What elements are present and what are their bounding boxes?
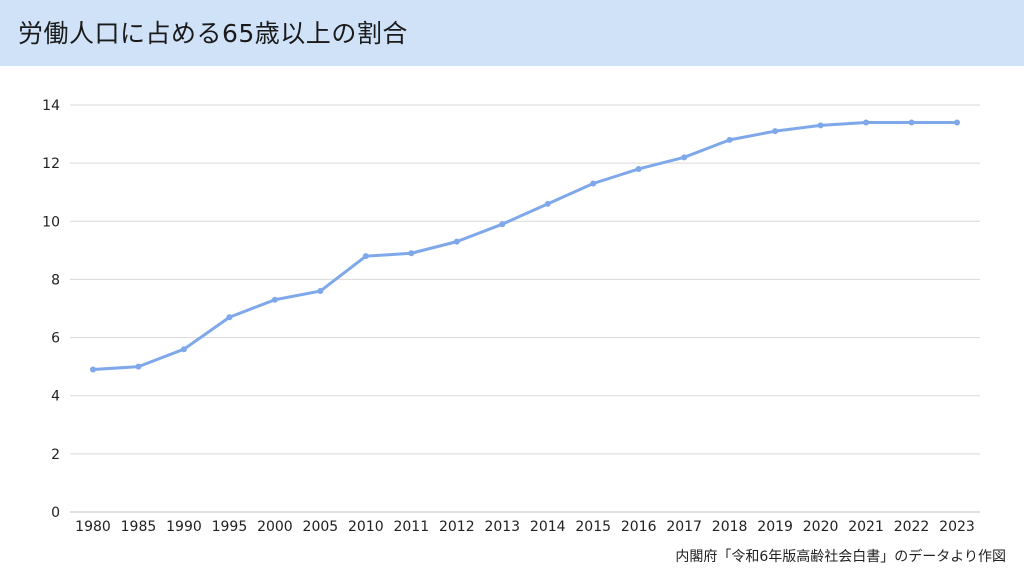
data-point-2021 bbox=[863, 119, 870, 126]
page-title: 労働人口に占める65歳以上の割合 bbox=[18, 19, 408, 48]
data-point-2017 bbox=[681, 154, 688, 161]
x-tick-label: 2017 bbox=[666, 519, 702, 535]
y-tick-label: 8 bbox=[51, 272, 60, 288]
y-tick-label: 12 bbox=[42, 156, 60, 172]
data-point-2018 bbox=[726, 136, 733, 143]
data-point-2015 bbox=[590, 180, 597, 187]
x-tick-label: 2019 bbox=[757, 519, 793, 535]
y-tick-label: 14 bbox=[42, 98, 60, 114]
data-point-2000 bbox=[271, 296, 278, 303]
x-tick-label: 2013 bbox=[484, 519, 520, 535]
x-tick-label: 2023 bbox=[939, 519, 975, 535]
data-point-2010 bbox=[362, 253, 369, 260]
source-note: 内閣府「令和6年版高齢社会白書」のデータより作図 bbox=[675, 549, 1006, 565]
data-point-2011 bbox=[408, 250, 415, 257]
x-tick-label: 2011 bbox=[393, 519, 429, 535]
y-tick-label: 0 bbox=[51, 505, 60, 521]
data-point-1990 bbox=[180, 346, 187, 353]
data-point-1995 bbox=[226, 314, 233, 321]
x-tick-label: 1990 bbox=[166, 519, 202, 535]
x-tick-label: 2015 bbox=[575, 519, 611, 535]
data-point-2020 bbox=[817, 122, 824, 129]
data-point-2019 bbox=[772, 128, 779, 135]
x-tick-label: 2021 bbox=[848, 519, 884, 535]
data-point-1980 bbox=[90, 366, 96, 373]
x-tick-label: 2005 bbox=[303, 519, 339, 535]
data-point-2005 bbox=[317, 288, 324, 295]
x-tick-label: 2000 bbox=[257, 519, 293, 535]
x-tick-label: 1995 bbox=[212, 519, 248, 535]
x-tick-label: 2018 bbox=[712, 519, 748, 535]
x-tick-label: 2020 bbox=[803, 519, 839, 535]
title-bar: 労働人口に占める65歳以上の割合 bbox=[0, 0, 1024, 66]
x-tick-label: 2022 bbox=[894, 519, 930, 535]
x-tick-label: 2010 bbox=[348, 519, 384, 535]
data-point-2013 bbox=[499, 221, 506, 228]
data-point-1985 bbox=[135, 363, 142, 370]
data-point-2012 bbox=[453, 238, 460, 245]
series-line bbox=[91, 120, 959, 372]
data-point-2022 bbox=[908, 119, 915, 126]
y-tick-label: 6 bbox=[51, 331, 60, 347]
y-tick-label: 2 bbox=[51, 447, 60, 463]
x-tick-label: 1985 bbox=[121, 519, 157, 535]
x-tick-label: 1980 bbox=[75, 519, 111, 535]
x-tick-label: 2012 bbox=[439, 519, 475, 535]
y-tick-label: 4 bbox=[51, 389, 60, 405]
data-point-2014 bbox=[544, 200, 551, 207]
y-tick-label: 10 bbox=[42, 214, 60, 230]
x-tick-label: 2016 bbox=[621, 519, 657, 535]
x-tick-label: 2014 bbox=[530, 519, 566, 535]
data-point-2016 bbox=[635, 165, 642, 172]
data-point-2023 bbox=[954, 119, 960, 126]
